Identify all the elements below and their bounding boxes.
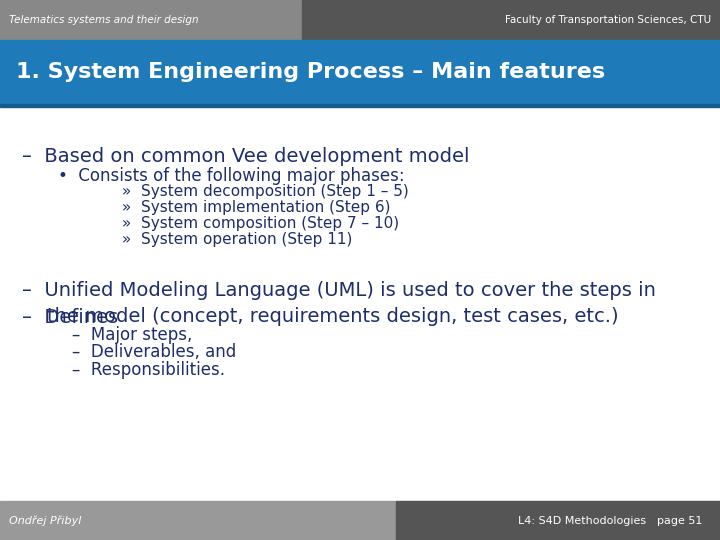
- Text: page 51: page 51: [657, 516, 702, 525]
- Text: »  System decomposition (Step 1 – 5): » System decomposition (Step 1 – 5): [122, 184, 409, 199]
- Text: Telematics systems and their design: Telematics systems and their design: [9, 15, 198, 25]
- Bar: [0, 501, 396, 540]
- Text: –  Unified Modeling Language (UML) is used to cover the steps in
    the model (: – Unified Modeling Language (UML) is use…: [22, 281, 655, 326]
- Text: –  Major steps,: – Major steps,: [72, 326, 192, 343]
- Text: Ondřej Přibyl: Ondřej Přibyl: [9, 515, 81, 526]
- Text: »  System implementation (Step 6): » System implementation (Step 6): [122, 200, 391, 215]
- Text: Faculty of Transportation Sciences, CTU: Faculty of Transportation Sciences, CTU: [505, 15, 711, 25]
- Text: »  System composition (Step 7 – 10): » System composition (Step 7 – 10): [122, 216, 400, 231]
- Text: 1. System Engineering Process – Main features: 1. System Engineering Process – Main fea…: [16, 62, 605, 83]
- Text: –  Responsibilities.: – Responsibilities.: [72, 361, 225, 379]
- Text: –  Defines: – Defines: [22, 308, 118, 327]
- Bar: [0, 104, 720, 107]
- Bar: [0, 0, 302, 40]
- Text: –  Based on common Vee development model: – Based on common Vee development model: [22, 147, 469, 166]
- Text: L4: S4D Methodologies: L4: S4D Methodologies: [518, 516, 647, 525]
- Bar: [396, 501, 720, 540]
- Bar: [0, 40, 720, 104]
- Bar: [302, 0, 720, 40]
- Text: –  Deliverables, and: – Deliverables, and: [72, 343, 236, 361]
- Text: »  System operation (Step 11): » System operation (Step 11): [122, 232, 353, 247]
- Text: •  Consists of the following major phases:: • Consists of the following major phases…: [58, 167, 404, 185]
